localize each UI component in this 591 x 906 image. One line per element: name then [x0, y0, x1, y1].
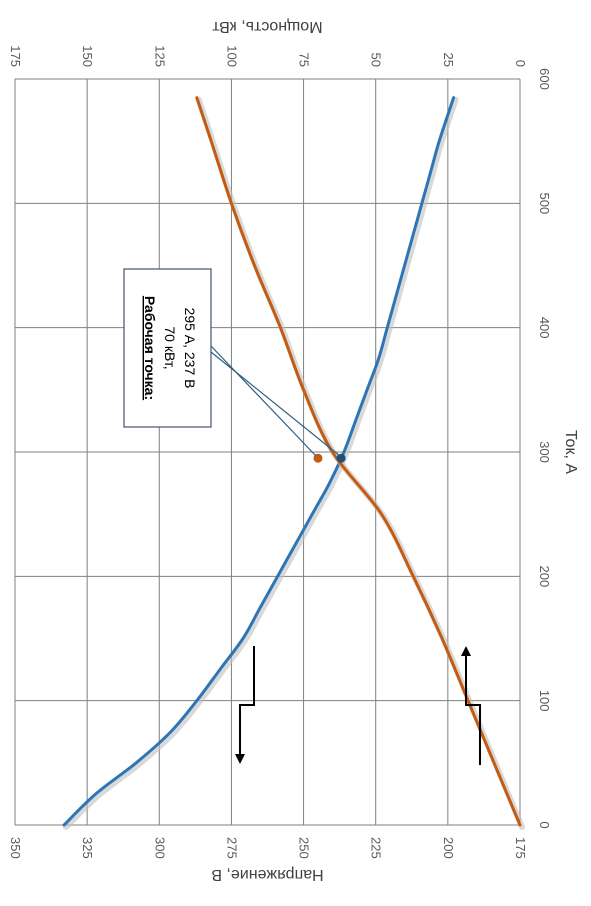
x-tick-label: 300	[537, 441, 552, 463]
callout-header: Рабочая точка:	[142, 296, 158, 400]
power-tick-label: 75	[297, 53, 312, 67]
voltage-tick-label: 350	[8, 837, 23, 859]
x-tick-label: 200	[537, 565, 552, 587]
x-tick-label: 100	[537, 690, 552, 712]
x-tick-label: 0	[537, 821, 552, 828]
tick-labels: 0100200300400500600175200225250275300325…	[8, 45, 552, 858]
x-axis-title: Ток, А	[562, 430, 579, 474]
voltage-axis-title: Напряжение, В	[211, 866, 323, 883]
series	[62, 96, 525, 830]
power-curve-shadow	[195, 96, 525, 830]
voltage-tick-label: 175	[513, 837, 528, 859]
voltage-tick-label: 325	[80, 837, 95, 859]
voltage-arrow-head	[235, 754, 245, 764]
voltage-tick-label: 200	[441, 837, 456, 859]
operating-point-callout: Рабочая точка: 70 кВт, 295 А, 237 В	[123, 268, 212, 428]
direction-arrows	[235, 646, 481, 765]
power-tick-label: 0	[513, 60, 528, 67]
callout-current-voltage: 295 А, 237 В	[182, 308, 198, 389]
callout-power: 70 кВт,	[162, 326, 178, 369]
voltage-direction-arrow	[239, 646, 255, 758]
power-axis-title: Мощность, кВт	[212, 18, 323, 35]
callout-box	[123, 268, 212, 428]
grid	[14, 78, 521, 826]
x-tick-label: 600	[537, 68, 552, 90]
voltage-tick-label: 300	[152, 837, 167, 859]
voltage-curve	[62, 96, 456, 827]
power-tick-label: 175	[8, 45, 23, 67]
x-tick-label: 500	[537, 192, 552, 214]
voltage-tick-label: 250	[297, 837, 312, 859]
voltage-tick-label: 275	[224, 837, 239, 859]
power-arrow-head	[461, 646, 471, 656]
annotation-leaders	[210, 345, 341, 457]
voltage-tick-label: 225	[369, 837, 384, 859]
power-direction-arrow	[465, 652, 481, 765]
power-tick-label: 150	[80, 45, 95, 67]
power-tick-label: 25	[441, 53, 456, 67]
power-tick-label: 100	[224, 45, 239, 67]
power-curve	[195, 96, 522, 827]
leader-line-power	[210, 345, 317, 457]
operating-point-voltage-marker	[336, 453, 346, 463]
voltage-curve-shadow	[63, 96, 459, 830]
leader-line-voltage	[210, 351, 341, 457]
x-tick-label: 400	[537, 317, 552, 339]
power-tick-label: 125	[152, 45, 167, 67]
power-tick-label: 50	[369, 53, 384, 67]
